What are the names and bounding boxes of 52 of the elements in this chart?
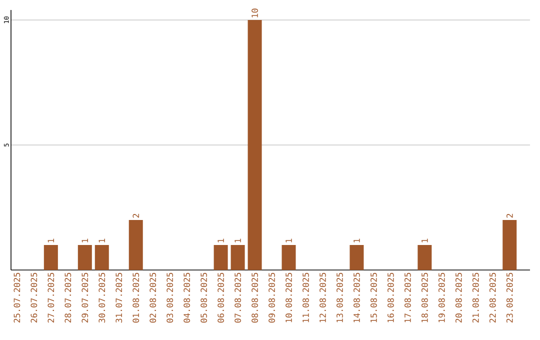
bar [248, 20, 262, 270]
bar [350, 245, 364, 270]
data-label: 2 [132, 214, 140, 218]
bar [78, 245, 92, 270]
x-tick-label: 04.08.2025 [184, 272, 190, 323]
bar [418, 245, 432, 270]
bar [94, 245, 109, 270]
data-label: 1 [354, 238, 360, 242]
data-label: 1 [286, 238, 292, 242]
x-tick-label: 31.07.2025 [116, 272, 122, 323]
x-tick-label: 22.08.2025 [489, 272, 496, 323]
x-tick-label: 20.08.2025 [455, 272, 462, 323]
bar [282, 245, 296, 270]
x-tick-label: 07.08.2025 [234, 272, 242, 323]
data-label: 10 [252, 8, 258, 18]
bar [230, 245, 245, 270]
x-tick-label: 16.08.2025 [388, 272, 394, 322]
x-tick-label: 21.08.2025 [472, 272, 479, 323]
x-tick-label: 28.07.2025 [64, 272, 72, 323]
x-tick-label: 14.08.2025 [354, 272, 360, 322]
x-tick-label: 12.08.2025 [320, 272, 326, 322]
bar [214, 245, 228, 270]
x-tick-label: 03.08.2025 [166, 272, 174, 323]
x-tick-label: 23.08.2025 [506, 272, 513, 323]
x-tick-label: 30.07.2025 [98, 272, 106, 323]
bar [502, 220, 517, 270]
x-tick-label: 09.08.2025 [268, 272, 275, 323]
x-tick-label: 01.08.2025 [132, 272, 140, 323]
data-label: 1 [48, 238, 54, 242]
x-tick-label: 17.08.2025 [404, 272, 411, 322]
x-tick-label: 02.08.2025 [150, 272, 156, 323]
x-tick-label: 15.08.2025 [370, 272, 377, 322]
data-label: 1 [422, 238, 428, 242]
bar [128, 220, 143, 270]
x-tick-label: 11.08.2025 [302, 272, 309, 322]
x-tick-label: 18.08.2025 [421, 272, 428, 322]
x-tick-label: 27.07.2025 [48, 272, 54, 323]
data-label: 1 [98, 238, 105, 242]
x-tick-label: 10.08.2025 [286, 272, 292, 322]
data-label: 2 [506, 214, 513, 218]
data-label: 1 [234, 238, 241, 242]
x-tick-label: 13.08.2025 [336, 272, 343, 322]
x-tick-label: 25.07.2025 [14, 272, 20, 323]
data-label: 1 [218, 238, 224, 242]
x-tick-label: 06.08.2025 [218, 272, 224, 323]
x-tick-label: 08.08.2025 [252, 272, 258, 323]
data-label: 1 [82, 238, 88, 242]
x-tick-label: 19.08.2025 [438, 272, 445, 322]
bar [44, 245, 58, 270]
x-tick-label: 29.07.2025 [82, 272, 88, 323]
x-tick-label: 05.08.2025 [200, 272, 208, 323]
x-tick-label: 26.07.2025 [30, 272, 38, 323]
